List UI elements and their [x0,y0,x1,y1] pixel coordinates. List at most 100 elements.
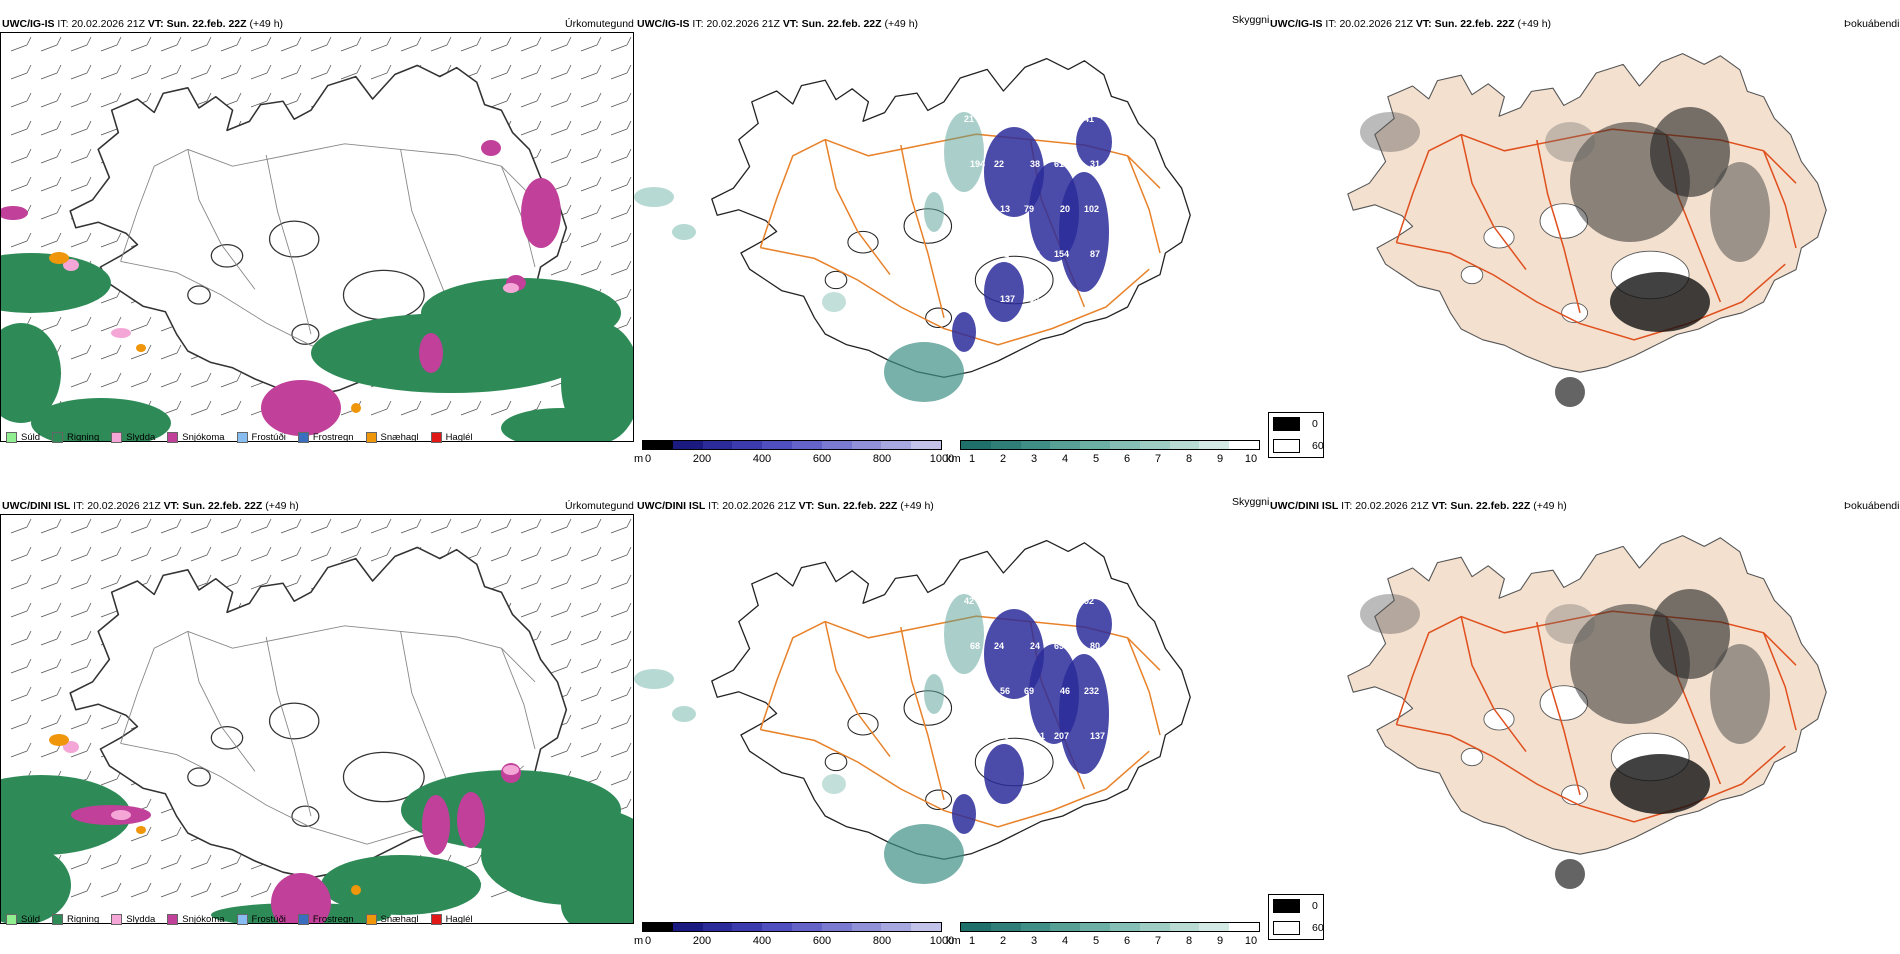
colorbar-strip [960,922,1260,932]
panel-title: UWC/DINI ISL IT: 20.02.2026 21Z VT: Sun.… [2,500,299,512]
visibility-value-label: 79 [1024,204,1034,214]
legend-swatch [297,432,309,443]
precip-areas [1,734,633,923]
model-name: UWC/IG-IS [1270,18,1323,30]
legend-item: Slydda [111,432,155,443]
colorbar-tick: 0 [644,453,652,465]
legend-label: Slydda [126,914,156,925]
colorbar-cell [911,441,941,449]
init-time-label: IT: [73,500,85,512]
valid-time-label: VT: [163,500,180,512]
colorbar-tick: 600 [812,453,832,465]
colorbar-strip [642,922,942,932]
valid-time: Sun. 22.feb. 22Z [1434,18,1515,30]
visibility-value-label: 194 [970,159,985,169]
cloud-panel-label: Þokuábendi [1844,18,1900,30]
visibility-map: 42 41 72 195 92 68 24 24 69 80 42 56 69 46 232 146 468 40… [634,514,1264,919]
legend-item: Rigning [52,432,99,443]
legend-swatch [111,914,123,925]
colorbar-tick: 3 [1030,453,1038,465]
visibility-map-canvas: 42 41 72 195 92 68 24 24 69 80 42 56 69 46 232 146 468 40… [634,539,1191,884]
init-time: 20.02.2026 21Z [722,500,796,512]
init-time: 20.02.2026 21Z [706,18,780,30]
colorbar-cell [1199,441,1230,449]
fog-shading [1360,107,1770,407]
legend-swatch [236,914,248,925]
colorbar-tick: 200 [692,935,712,947]
legend-label: Snæhagl [380,914,419,925]
valid-time-label: VT: [147,18,164,30]
colorbar-cell [732,923,763,931]
legend-swatch [52,432,64,443]
valid-time: Sun. 22.feb. 22Z [1450,500,1531,512]
colorbar-cell [672,441,703,449]
colorbar-tick: 0 [644,935,652,947]
fog-indicator-map [1270,514,1900,914]
fog-legend-row: 0 [1273,417,1318,431]
visibility-value-label: 67 [970,249,980,259]
iceland-coastline [711,57,1191,378]
colorbar-cell [643,441,673,449]
colorbar-strip [960,440,1260,450]
visibility-map: 21 140 151 75 41 194 22 38 61 31 10 13 79 20 102 67 201 7… [634,32,1264,437]
visibility-value-label: 75 [1060,114,1070,124]
colorbar-tick: 5 [1092,935,1100,947]
precip-type-map [0,32,634,442]
colorbar-cell [732,441,763,449]
road-network [1395,128,1797,341]
colorbar-cell [1050,441,1081,449]
colorbar-unit: m [634,935,644,947]
colorbar-tick: 400 [752,935,772,947]
valid-time-label: VT: [782,18,799,30]
visibility-map-canvas: 21 140 151 75 41 194 22 38 61 31 10 13 79 20 102 67 201 7… [634,57,1191,402]
visibility-value-label: 10 [964,204,974,214]
visibility-value-label: 137 [1000,294,1015,304]
colorbar-cell [762,923,792,931]
precip-map-canvas [1,36,633,441]
colorbar-cell [1229,923,1259,931]
colorbar-tick: 9 [1216,453,1224,465]
colorbar-cell [1139,441,1170,449]
fog-legend-value: 0 [1312,900,1318,912]
legend-item: Slydda [111,914,155,925]
legend-swatch [167,432,179,443]
precip-type-legend: Súld Rigning Slydda Snjókoma Frostúði Frostre… [6,432,473,443]
model-name: UWC/IG-IS [637,18,690,30]
visibility-value-label: 92 [1084,596,1094,606]
colorbar-cell [791,923,822,931]
fog-legend-swatch [1273,417,1300,431]
valid-time-label: VT: [798,500,815,512]
colorbar-cell [672,923,703,931]
visibility-value-label: 146 [970,731,985,741]
panel-title: UWC/IG-IS IT: 20.02.2026 21Z VT: Sun. 22… [1270,18,1551,30]
legend-label: Snjókoma [182,432,225,443]
visibility-colorbar: km 1 2 3 4 5 6 7 8 9 10 [946,440,1266,468]
visibility-value-label: 79 [1030,249,1040,259]
colorbar-cell [1229,441,1259,449]
low-cloud-areas [952,117,1112,352]
fog-legend-value: 0 [1312,418,1318,430]
visibility-value-label: 69 [1054,641,1064,651]
visibility-value-label: 137 [1090,731,1105,741]
fog-legend-row: 60 [1273,921,1324,935]
colorbar-cell [791,441,822,449]
panel-title: UWC/IG-IS IT: 20.02.2026 21Z VT: Sun. 22… [2,18,283,30]
forecast-row-dini-isl: UWC/DINI ISL IT: 20.02.2026 21Z VT: Sun.… [0,494,1900,954]
colorbar-tick: 10 [1244,453,1258,465]
legend-swatch [365,432,377,443]
cloud-panel-label: Þokuábendi [1844,500,1900,512]
visibility-value-label: 201 [994,249,1009,259]
legend-item: Frostúði [236,432,286,443]
colorbar-tick: 6 [1123,935,1131,947]
init-time-label: IT: [1325,18,1337,30]
visibility-value-label: 24 [1030,641,1040,651]
visibility-value-label: 350 [1024,294,1039,304]
colorbar-cell [821,923,852,931]
fog-legend-value: 60 [1312,922,1324,934]
fog-map-canvas [1347,535,1827,889]
lead-time: (+49 h) [900,500,934,512]
fog-legend-swatch [1273,899,1300,913]
visibility-value-label: 68 [970,641,980,651]
colorbar-cell [961,923,991,931]
colorbar-cell [1050,923,1081,931]
